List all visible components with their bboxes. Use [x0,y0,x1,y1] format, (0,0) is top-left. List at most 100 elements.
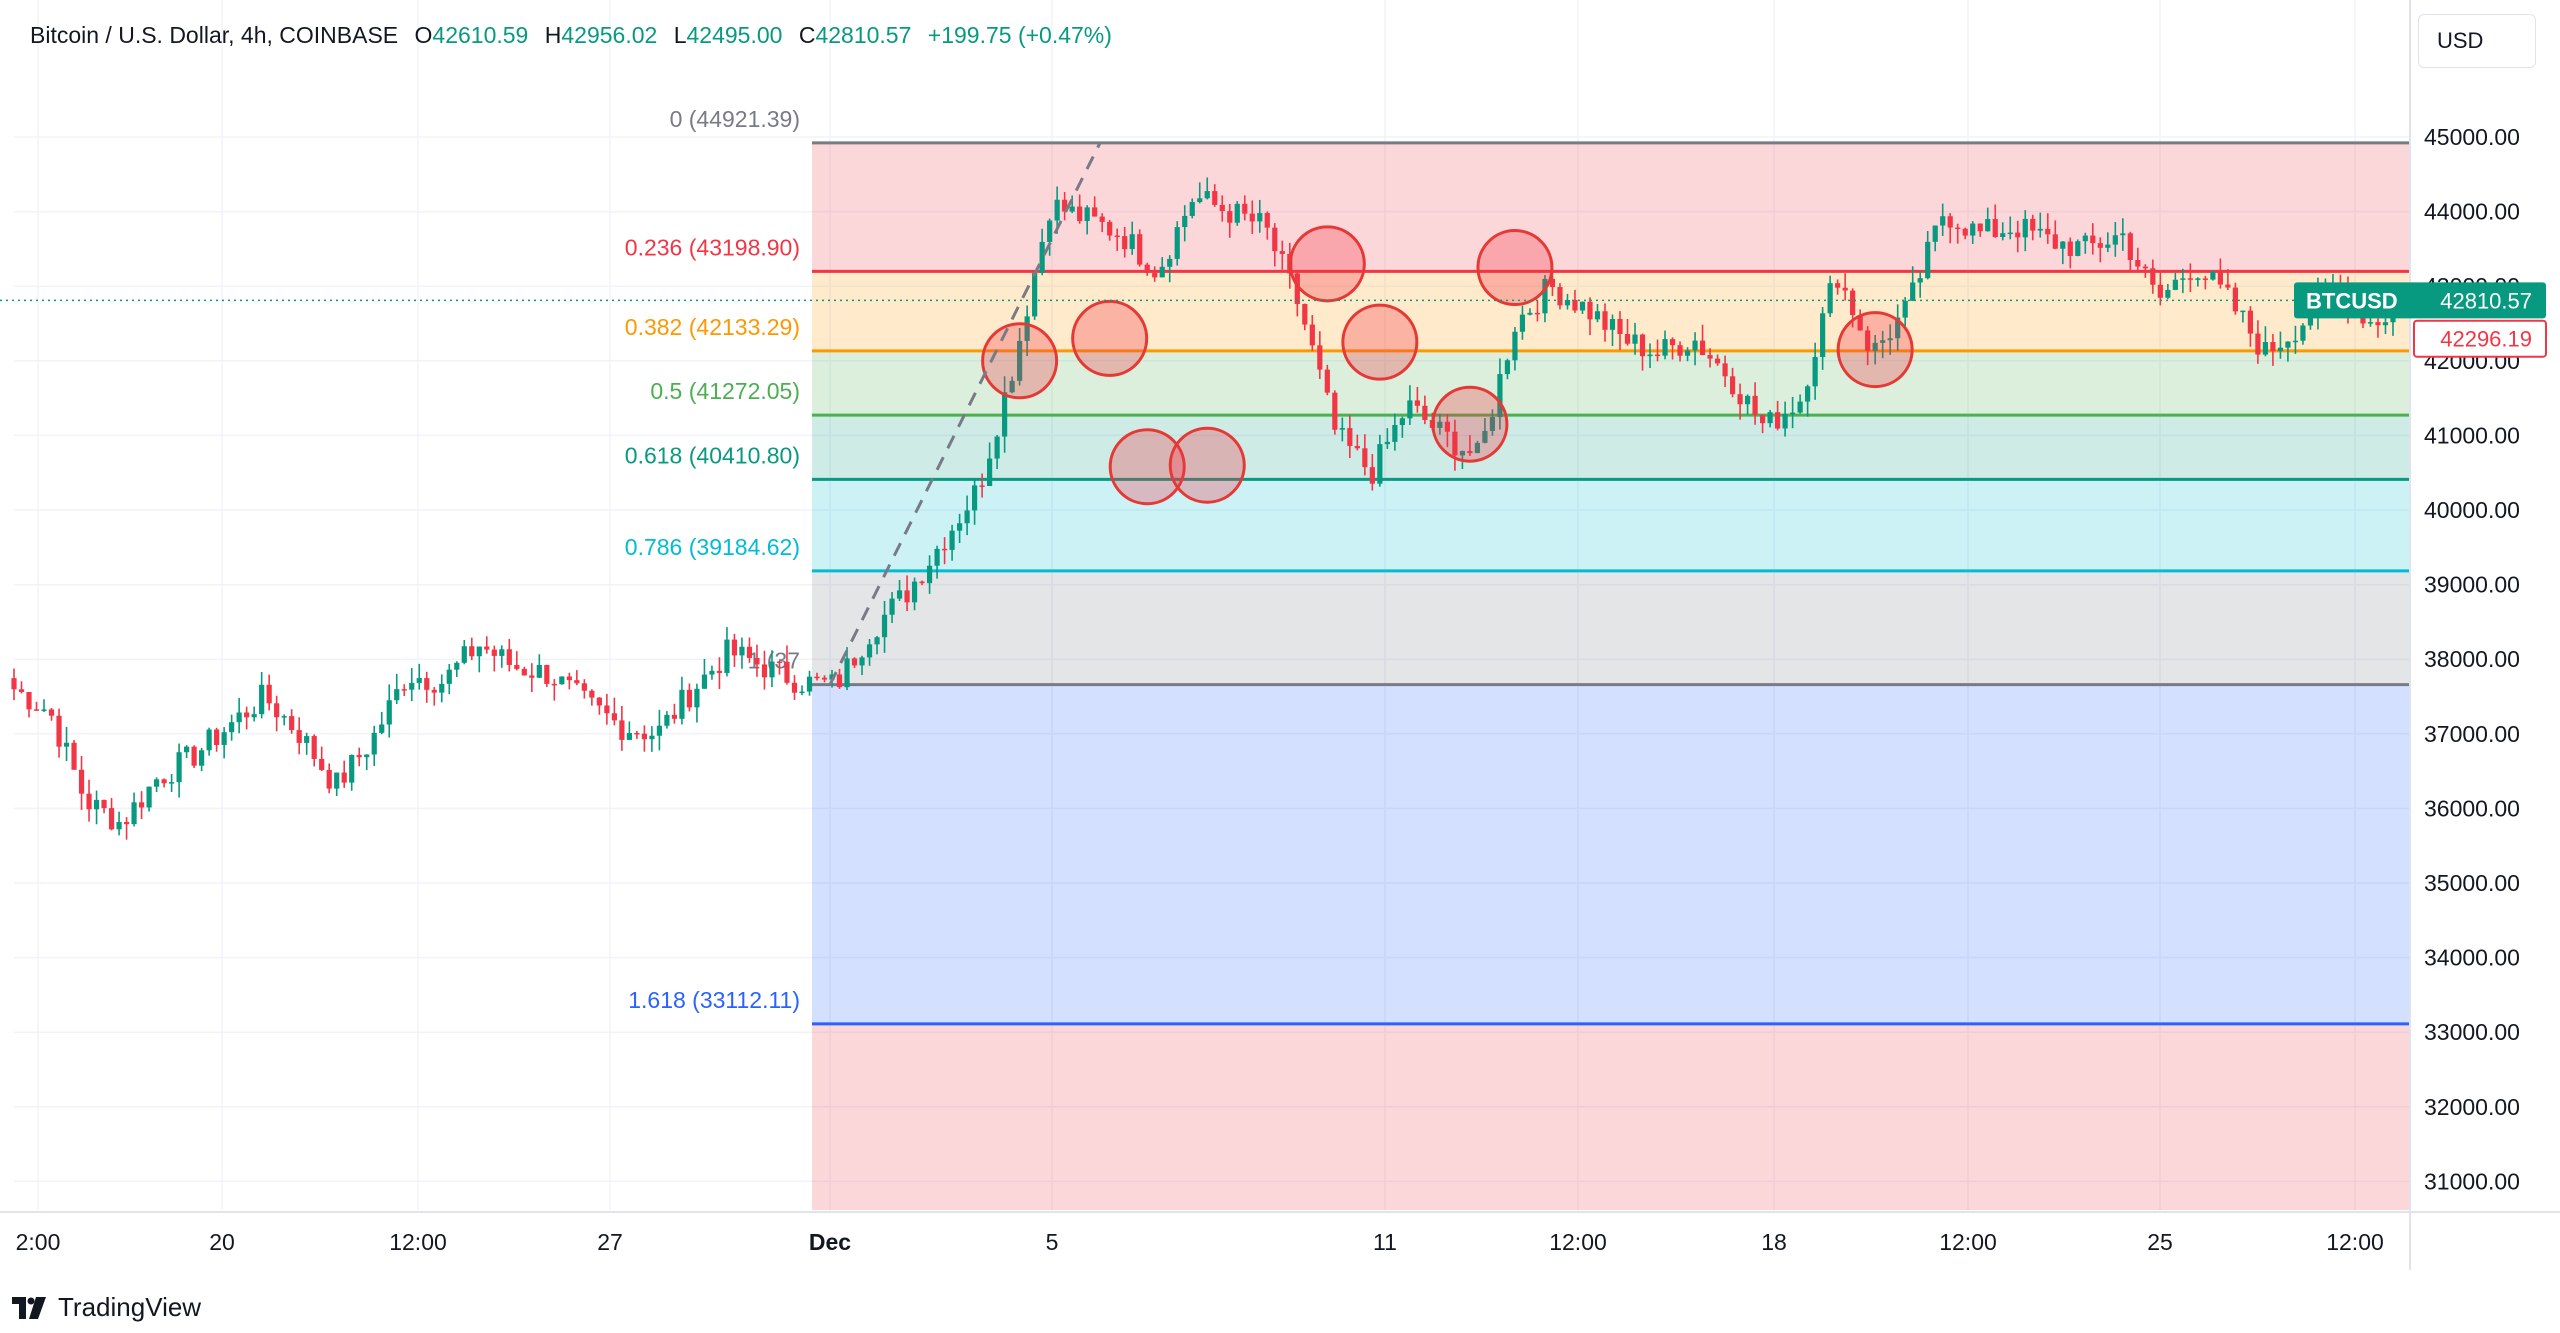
candle-body [1542,278,1548,314]
candle-body [1174,227,1180,259]
candle-body [2000,233,2006,237]
candle-body [229,722,235,733]
touch-circle[interactable] [1431,385,1509,463]
candle-body [1557,287,1563,306]
candle-body [2195,278,2201,280]
fib-zone-extension [812,1023,2410,1210]
y-tick-label: 45000.00 [2424,124,2520,150]
candle-body [559,676,565,685]
candle-body [919,581,925,584]
candle-body [1369,467,1375,484]
candle-body [2210,271,2216,280]
x-tick-label: 12:00 [1939,1229,1997,1255]
candle-body [476,646,482,657]
candle-body [649,735,655,740]
touch-circle[interactable] [1836,311,1914,389]
y-tick-label: 32000.00 [2424,1094,2520,1120]
candle-body [874,637,880,645]
candle-body [1234,203,1240,223]
candle-body [191,746,197,766]
candle-body [987,458,993,486]
candle-body [1872,342,1878,351]
candle-body [461,646,467,663]
touch-circle[interactable] [1341,303,1419,381]
candle-body [1519,314,1526,332]
fib-zone [812,271,2410,351]
candle-body [806,676,813,692]
candle-body [1249,213,1255,222]
candle-body [364,754,370,758]
candle-body [2270,342,2276,352]
fib-label-0.618: 0.618 (40410.80) [625,442,800,468]
candle-body [889,598,895,615]
candle-body [1790,412,1796,415]
candle-body [994,436,1000,459]
candle-body [1272,227,1278,252]
touch-circle[interactable] [981,322,1059,400]
last-price-tag [2294,282,2546,319]
candle-body [1362,448,1368,468]
fib-zone [812,684,2410,1024]
candle-body [1512,331,1518,361]
candle-body [266,684,272,704]
candle-body [1204,191,1210,199]
candle-body [686,689,693,708]
y-tick-label: 39000.00 [2424,572,2520,598]
candle-body [1137,234,1143,265]
x-tick-label: 12:00 [2326,1229,2384,1255]
candle-body [2375,322,2381,326]
candle-body [2367,322,2374,324]
candle-body [1662,339,1668,356]
candle-body [431,689,437,693]
candle-body [506,649,512,665]
candle-body [469,646,475,657]
candle-body [521,668,527,676]
candle-body [2127,233,2133,261]
candle-body [86,793,92,810]
candle-body [746,646,753,658]
candle-body [1339,428,1345,430]
candle-body [1422,405,1428,420]
candle-body [26,692,32,710]
candle-body [1857,315,1863,331]
candle-body [1654,354,1661,357]
y-tick-label: 41000.00 [2424,422,2520,448]
candle-body [63,742,70,747]
touch-circle[interactable] [1476,229,1554,307]
x-tick-label: 12:00 [389,1229,447,1255]
touch-circle[interactable] [1288,225,1366,303]
touch-circle[interactable] [1108,428,1186,506]
candle-body [1489,417,1496,431]
y-tick-label: 38000.00 [2424,646,2520,672]
candle-body [1797,401,1803,413]
change-value: +199.75 (+0.47%) [927,22,1112,48]
candle-body [2217,271,2223,285]
candle-body [341,772,347,783]
candle-body [694,688,700,708]
candle-body [236,712,242,723]
candle-body [1129,234,1135,250]
candle-body [1564,300,1571,306]
candle-body [2382,322,2389,326]
candle-body [574,680,580,684]
candle-body [1182,215,1188,228]
currency-button[interactable]: USD [2418,14,2536,68]
candle-body [1714,358,1721,364]
y-tick-label: 37000.00 [2424,721,2520,747]
candle-body [379,724,385,733]
candle-body [784,661,790,683]
candle-body [1039,241,1045,274]
chart-axes [0,0,2560,1270]
touch-circle[interactable] [1168,426,1246,504]
tradingview-branding[interactable]: TradingView [12,1292,201,1323]
candle-body [304,736,310,743]
touch-circle[interactable] [1071,299,1149,377]
candle-body [1782,413,1788,429]
high-label: H [544,22,562,48]
candle-body [2052,234,2058,249]
dashed-trend-line[interactable] [828,142,1102,686]
candle-body [1677,345,1683,356]
candle-body [2075,241,2081,256]
candle-body [1572,300,1578,311]
